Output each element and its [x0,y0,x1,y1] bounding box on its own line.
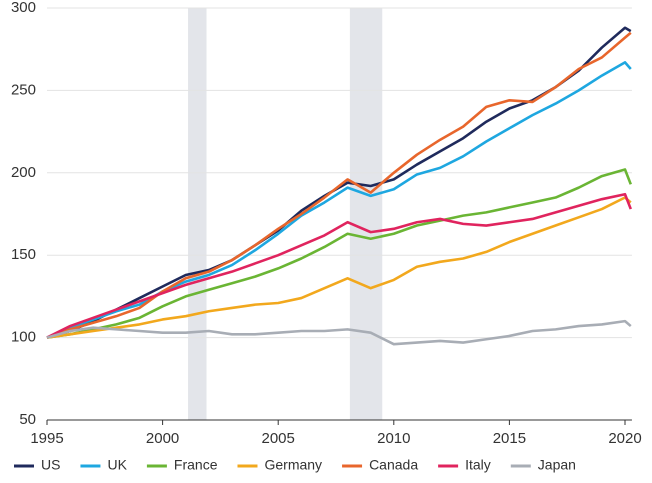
y-tick-label: 50 [19,411,36,428]
legend-label: Canada [369,457,418,473]
legend-label: UK [107,457,127,473]
legend-label: Japan [538,457,576,473]
y-tick-label: 250 [11,81,36,98]
recession-band [349,8,383,420]
legend-label: US [41,457,60,473]
y-tick-label: 200 [11,164,36,181]
x-tick-label: 2015 [493,430,526,447]
series-line [46,319,632,346]
recession-band [188,8,207,420]
x-tick-label: 2010 [377,430,410,447]
series-line [46,26,632,339]
legend-label: Germany [264,457,322,473]
x-tick-label: 2000 [146,430,179,447]
x-tick-label: 1995 [30,430,63,447]
series-line [46,31,632,339]
series-line [46,196,632,339]
y-tick-label: 300 [11,0,36,16]
series-line [46,168,632,339]
series-line [46,192,632,339]
series-line [46,61,632,339]
legend-label: Italy [465,457,491,473]
x-tick-label: 2005 [262,430,295,447]
y-tick-label: 100 [11,329,36,346]
x-tick-label: 2020 [608,430,641,447]
legend-label: France [174,457,218,473]
y-tick-label: 150 [11,246,36,263]
